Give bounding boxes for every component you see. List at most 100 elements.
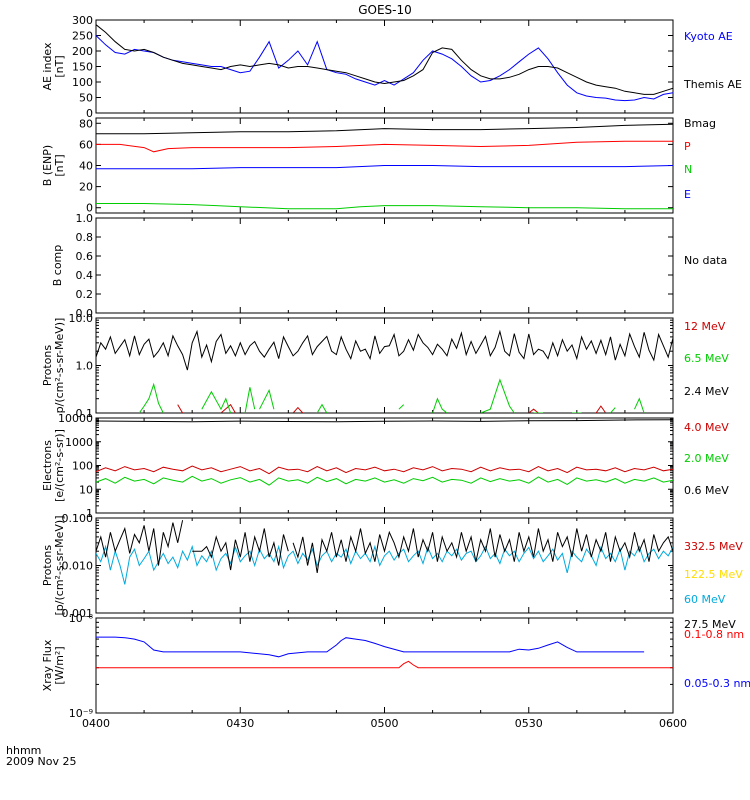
x-tick-label: 0500 [371,717,399,730]
y-tick-label: 0.100 [62,512,94,525]
panel-bcomp: 0.0 0.2 0.4 0.6 0.8 1.0 B comp No data [51,212,727,320]
series-line-6-5-mev [432,397,448,413]
series-line-6-5-mev [634,397,645,413]
page-title: GOES-10 [358,3,412,17]
series-line-themis-ae [96,24,673,95]
legend-entry: 6.5 MeV [684,352,729,365]
series-line-6-5-mev [259,388,275,410]
series-line-12-mev [528,408,539,413]
y-axis-label: [nT] [53,154,66,176]
y-axis-label: [e/(cm²-s-sr)] [53,429,66,502]
panel-frame [95,517,674,614]
y-tick-label: 0.1 [76,407,94,420]
series-line-2-0-mev [96,475,673,486]
series-line-kyoto-ae [96,35,673,102]
y-tick-label: 1.0 [76,212,94,225]
panel-xray: 10⁻⁹ 10⁻⁸ Xray Flux [W/m²] 0.1-0.8 nm 0.05-0.… [41,612,750,720]
legend-entry: 0.1-0.8 nm [684,628,744,641]
y-axis-label: Xray Flux [41,639,54,691]
legend-entry: No data [684,254,727,267]
legend-entry: E [684,188,691,201]
series-group [96,520,673,585]
legend-entry: N [684,163,692,176]
y-tick-label: 0 [86,202,93,215]
time-axis: 0400 0430 0500 0530 0600 [82,717,687,730]
y-tick-label: 10.0 [69,312,94,325]
y-axis-label: [W/m²] [53,646,66,684]
legend-entry: 122.5 MeV [684,568,743,581]
y-tick-label: 10000 [58,412,93,425]
y-axis-label: [p/(cm²-s-sr-MeV)] [53,516,66,616]
y-tick-label: 1.0 [76,360,94,373]
y-tick-label: 100 [72,460,93,473]
series-line-6-5-mev [480,378,515,413]
panel-bfield: 0 20 40 60 80 B (ENP) [nT] Bmag PNE [41,117,716,215]
panel-frame [95,617,674,714]
panel-ae: 0 50 100 150 200 250 300 AE index [nT] Kyoto AE Th… [41,14,742,120]
series-line-n [96,203,673,210]
y-axis-label: Protons [41,545,54,586]
y-tick-label: 10⁻⁹ [69,707,93,720]
y-tick-label: 250 [72,30,93,43]
y-tick-label: 60 [79,138,93,151]
y-tick-label: 10⁻⁸ [69,612,94,625]
series-line-6-5-mev [610,407,616,413]
series-line-6-5-mev [244,387,256,413]
series-group [96,24,673,102]
legend-entry: 60 MeV [684,593,726,606]
panel-frame [95,19,674,114]
series-line-2-4-mev [96,329,673,371]
y-tick-label: 10 [79,483,93,496]
series-line-p [96,140,673,153]
y-tick-label: 150 [72,61,93,74]
series-line-4-0-mev [96,465,673,475]
y-tick-label: 20 [79,181,93,194]
y-tick-label: 40 [79,160,93,173]
series-line-12-mev [292,406,304,413]
panel-protons_lo: 0.001 0.010 0.100 Protons [p/(cm²-s-sr-MeV)]… [41,512,743,631]
series-group [96,123,673,210]
x-tick-label: 0430 [226,717,254,730]
y-tick-label: 0.6 [76,250,94,263]
series-line-27-5-mev [192,528,289,571]
y-axis-label: AE index [41,42,54,91]
series-group [96,419,673,486]
x-tick-label: 0400 [82,717,110,730]
series-line-6-5-mev [316,403,328,413]
y-tick-label: 1000 [65,436,93,449]
y-tick-label: 0.0 [76,307,94,320]
series-line-6-5-mev [138,382,164,413]
series-line-12-mev [177,404,184,413]
legend-entry: Kyoto AE [684,30,733,43]
legend-entry: 2.0 MeV [684,452,729,465]
legend-entry: 0.6 MeV [684,484,729,497]
series-line-0-05-0-3-nm [96,636,645,658]
y-tick-label: 0.001 [62,607,94,620]
y-axis-label: B (ENP) [41,145,54,186]
series-group [96,329,673,413]
series-line-27-5-mev [292,528,673,573]
y-tick-label: 0.010 [62,560,94,573]
hhmm-label: hhmm [6,744,41,757]
series-line-27-5-mev [96,520,184,566]
legend-entry: 12 MeV [684,320,726,333]
series-line-6-5-mev [398,404,405,410]
legend-entry: Themis AE [683,78,742,91]
panel-electrons: 1 10 100 1000 10000 Electrons [e/(cm²-s-sr)] 4.… [41,412,729,520]
panel-frame [95,317,674,414]
y-tick-label: 200 [72,45,93,58]
y-axis-label: p/(cm²-s-sr-MeV)] [53,318,66,414]
legend-entry: 2.4 MeV [684,385,729,398]
y-tick-label: 0.4 [76,269,94,282]
legend-entry: P [684,140,691,153]
y-tick-label: 100 [72,76,93,89]
series-line-12-mev [595,405,607,413]
series-line-0-1-0-8-nm [96,660,673,669]
series-line-e [96,165,673,170]
y-tick-label: 300 [72,14,93,27]
y-axis-label: Protons [41,345,54,386]
legend-entry: 332.5 MeV [684,540,743,553]
legend-entry: 4.0 MeV [684,421,729,434]
